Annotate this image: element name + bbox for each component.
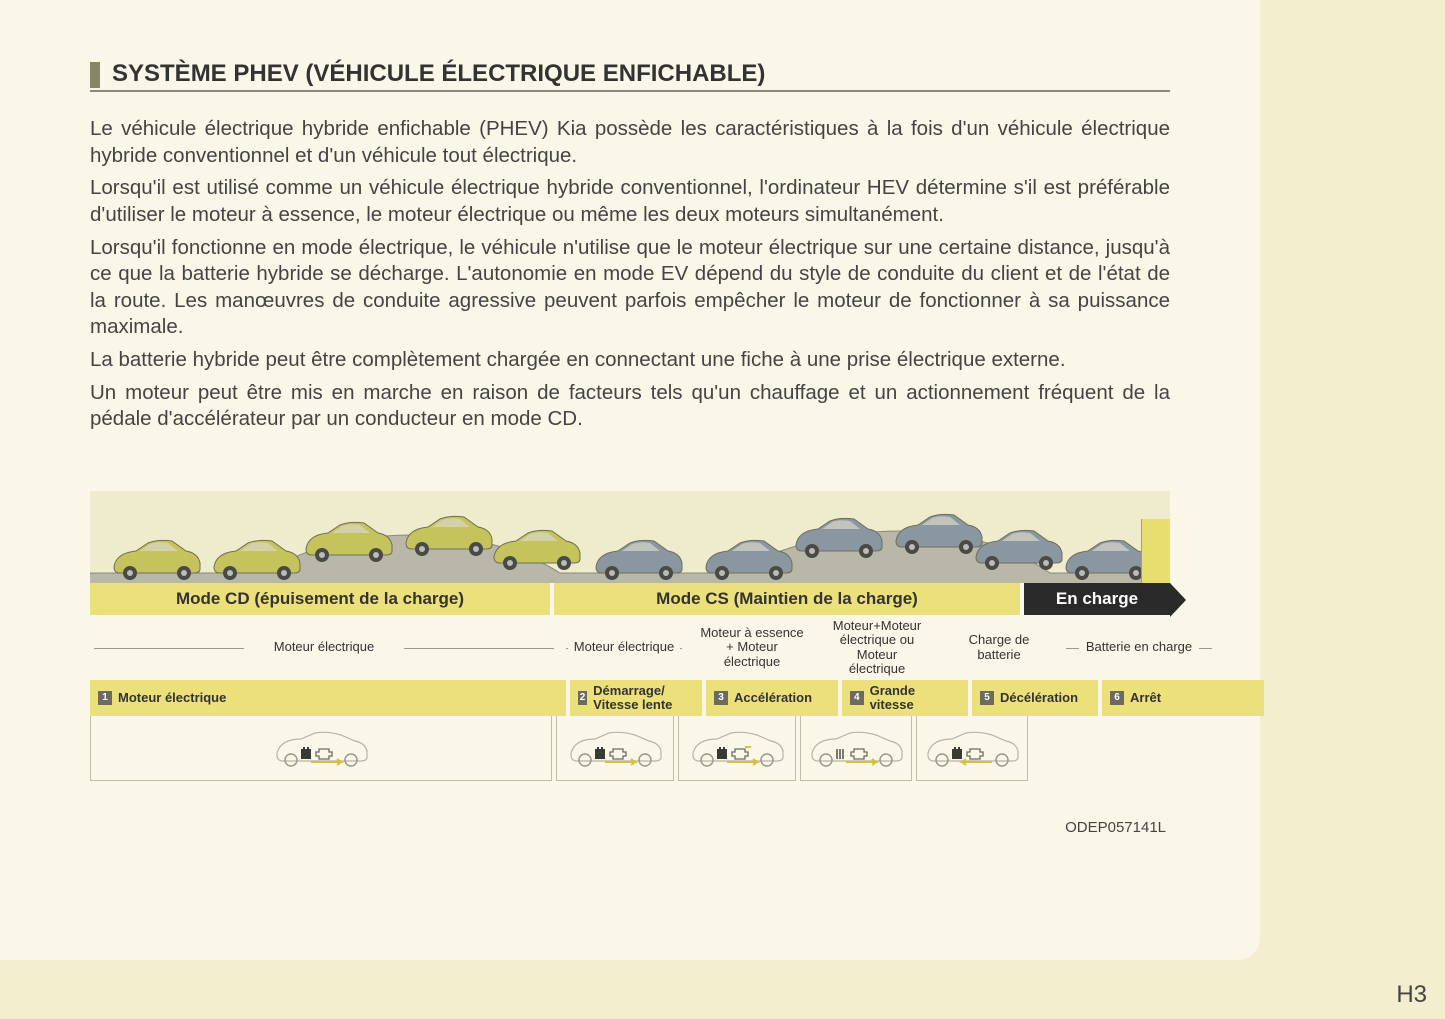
state-number-icon: 6: [1110, 691, 1124, 705]
state-label: 3 Accélération: [706, 680, 838, 715]
powertrain-diagram-icon: [678, 716, 796, 781]
state-label-text: Décélération: [1000, 691, 1078, 705]
sub-label-text: Charge de batterie: [944, 633, 1054, 662]
state-label: 5 Décélération: [972, 680, 1098, 715]
car-icon: [700, 533, 796, 581]
paragraph-3: Lorsqu'il fonctionne en mode électrique,…: [90, 235, 1170, 342]
state-label: 6 Arrêt: [1102, 680, 1264, 715]
content-area: SYSTÈME PHEV (VÉHICULE ÉLECTRIQUE ENFICH…: [0, 0, 1260, 836]
state-label-text: Moteur électrique: [118, 691, 226, 705]
sub-label: Moteur électrique: [562, 617, 686, 678]
page-number: H3: [1396, 981, 1427, 1009]
car-icon: [488, 523, 584, 571]
car-icon: [790, 511, 886, 559]
sub-label-text: Moteur électrique: [268, 640, 380, 654]
car-icon: [108, 533, 204, 581]
sub-label: Moteur+Moteur électrique ou Moteur élect…: [818, 617, 936, 678]
state-label-text: Accélération: [734, 691, 812, 705]
mode-row: Mode CD (épuisement de la charge) Mode C…: [90, 583, 1170, 615]
road-strip: [90, 491, 1170, 583]
sub-label-text: Batterie en charge: [1080, 640, 1198, 654]
car-icon: [208, 533, 304, 581]
phev-figure: Mode CD (épuisement de la charge) Mode C…: [90, 491, 1170, 835]
car-icon: [970, 523, 1066, 571]
state-number-icon: 2: [578, 691, 587, 705]
paragraph-4: La batterie hybride peut être complèteme…: [90, 347, 1170, 374]
sub-label-text: Moteur électrique: [568, 640, 680, 654]
diagram-row: [90, 716, 1170, 781]
mode-cd-label: Mode CD (épuisement de la charge): [90, 583, 550, 615]
mode-cs-label: Mode CS (Maintien de la charge): [554, 583, 1020, 615]
car-icon: [590, 533, 686, 581]
powertrain-diagram-icon: [556, 716, 674, 781]
state-label-text: Démarrage/ Vitesse lente: [593, 684, 694, 711]
state-number-icon: 1: [98, 691, 112, 705]
mode-charge-label: En charge: [1024, 583, 1170, 615]
title-marker-icon: [90, 62, 100, 88]
state-label: 4 Grande vitesse: [842, 680, 968, 715]
sub-label: Moteur électrique: [90, 617, 558, 678]
state-number-icon: 3: [714, 691, 728, 705]
sub-label-row: Moteur électrique Moteur électrique Moteur…: [90, 617, 1170, 678]
paragraph-2: Lorsqu'il est utilisé comme un véhicule …: [90, 175, 1170, 228]
empty-cell: [1032, 716, 1178, 780]
paragraph-1: Le véhicule électrique hybride enfichabl…: [90, 116, 1170, 169]
powertrain-diagram-icon: [90, 716, 552, 781]
state-label-text: Arrêt: [1130, 691, 1161, 705]
page-title: SYSTÈME PHEV (VÉHICULE ÉLECTRIQUE ENFICH…: [112, 60, 765, 88]
car-icon: [400, 509, 496, 557]
state-label: 1 Moteur électrique: [90, 680, 566, 715]
sub-label: Batterie en charge: [1062, 617, 1216, 678]
powertrain-diagram-icon: [800, 716, 912, 781]
paragraph-5: Un moteur peut être mis en marche en rai…: [90, 380, 1170, 433]
sub-label: Moteur à essence + Moteur électrique: [690, 617, 814, 678]
state-number-icon: 4: [850, 691, 864, 705]
charger-icon: [1141, 519, 1170, 583]
state-label-text: Grande vitesse: [870, 684, 960, 711]
sub-label-text: Moteur+Moteur électrique ou Moteur élect…: [822, 619, 932, 676]
state-row: 1 Moteur électrique 2 Démarrage/ Vitesse le…: [90, 680, 1170, 715]
state-label: 2 Démarrage/ Vitesse lente: [570, 680, 702, 715]
powertrain-diagram-icon: [916, 716, 1028, 781]
sub-label-text: Moteur à essence + Moteur électrique: [694, 626, 810, 669]
state-number-icon: 5: [980, 691, 994, 705]
sub-label: Charge de batterie: [940, 617, 1058, 678]
page-container: SYSTÈME PHEV (VÉHICULE ÉLECTRIQUE ENFICH…: [0, 0, 1260, 960]
car-icon: [300, 515, 396, 563]
title-row: SYSTÈME PHEV (VÉHICULE ÉLECTRIQUE ENFICH…: [90, 60, 1170, 92]
figure-code: ODEP057141L: [90, 819, 1170, 836]
